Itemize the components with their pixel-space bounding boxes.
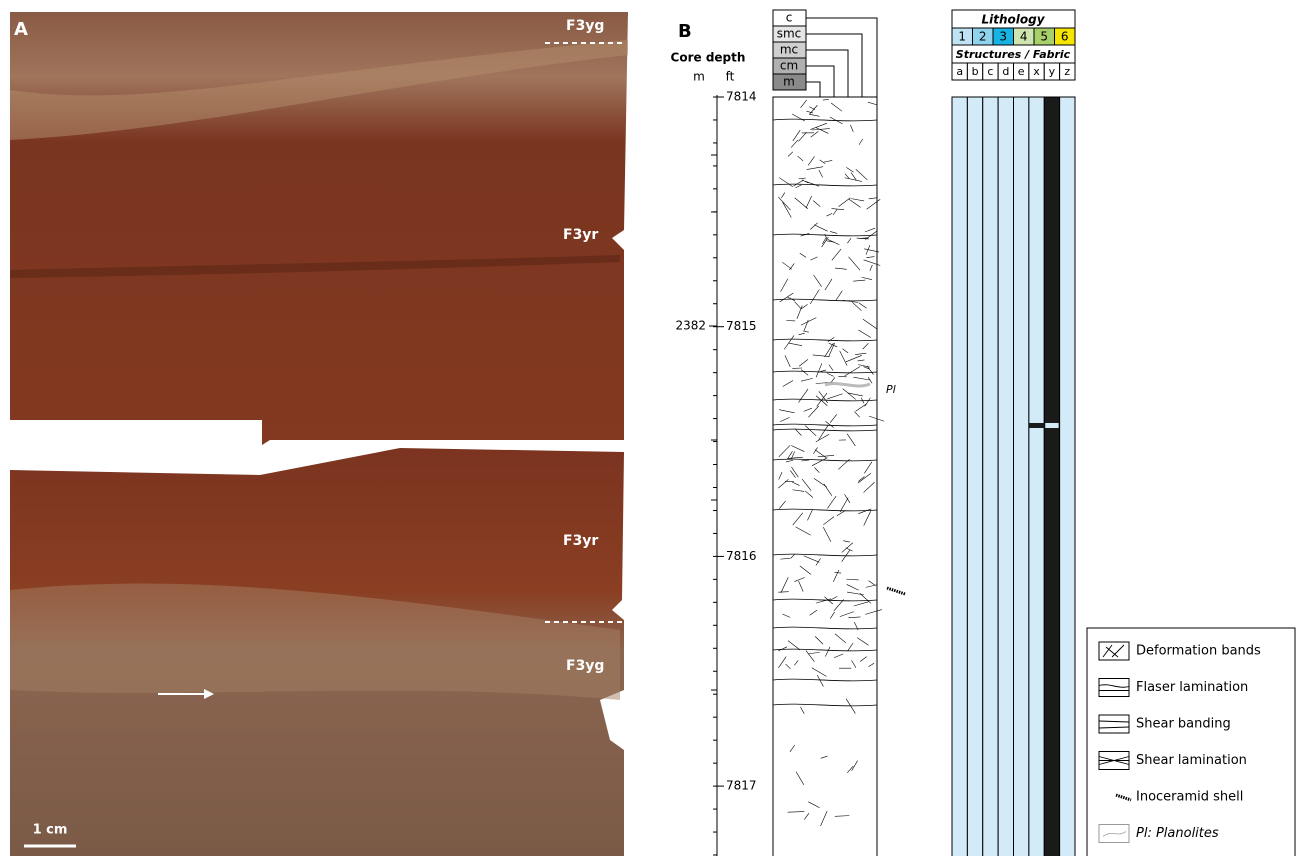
facies-label: F3yg bbox=[566, 18, 604, 34]
legend: Deformation bands Flaser lamination Shear … bbox=[1087, 628, 1295, 856]
struct-col bbox=[1014, 97, 1029, 856]
struct-col-label: a bbox=[956, 65, 963, 78]
lith-class-label: 4 bbox=[1020, 30, 1028, 44]
struct-col bbox=[983, 97, 998, 856]
lith-title: Lithology bbox=[981, 13, 1045, 27]
page: {"panel_a": {"label": "A", "facies_label… bbox=[0, 0, 1296, 856]
facies-label: F3yr bbox=[563, 227, 598, 243]
legend-label: Pl: Planolites bbox=[1136, 826, 1219, 841]
inoceramid-symbol bbox=[887, 588, 905, 594]
legend-swatch bbox=[1099, 642, 1129, 660]
struct-col bbox=[998, 97, 1013, 856]
legend-label: Shear banding bbox=[1136, 717, 1231, 732]
ft-tick-label: 7815 bbox=[726, 319, 757, 333]
depth-unit: ft bbox=[726, 70, 735, 84]
legend-label: Shear lamination bbox=[1136, 753, 1247, 768]
struct-col-label: d bbox=[1002, 65, 1009, 78]
core-log bbox=[773, 97, 877, 856]
depth-unit: m bbox=[693, 70, 705, 84]
depth-title: Core depth bbox=[671, 51, 746, 65]
lith-class-label: 1 bbox=[958, 30, 966, 44]
m-tick-label: 2382 bbox=[675, 319, 706, 333]
grain-guide bbox=[806, 18, 877, 97]
lith-class-label: 2 bbox=[979, 30, 987, 44]
struct-col-label: z bbox=[1064, 65, 1070, 78]
depth-ruler: 7814 7815 7816 7817 2382 bbox=[675, 90, 756, 856]
lith-class-label: 3 bbox=[999, 30, 1007, 44]
struct-col bbox=[1060, 97, 1075, 856]
facies-label: F3yr bbox=[563, 533, 598, 549]
legend-label: Inoceramid shell bbox=[1136, 790, 1243, 805]
figure: A F3yg F3yr F3yr F3yg 1 cm B Core depth … bbox=[0, 0, 1296, 856]
x-mark bbox=[1029, 423, 1044, 428]
struct-title: Structures / Fabric bbox=[956, 48, 1071, 61]
trace-label: Pl bbox=[886, 383, 896, 396]
panel-label: B bbox=[678, 21, 692, 42]
ft-tick-label: 7817 bbox=[726, 779, 757, 793]
ft-tick-label: 7814 bbox=[726, 90, 757, 104]
grain-size-header: c smc mc cm m bbox=[773, 10, 877, 97]
grain-label: smc bbox=[777, 27, 802, 41]
legend-label: Deformation bands bbox=[1136, 644, 1261, 659]
lith-class-label: 6 bbox=[1061, 30, 1069, 44]
grain-guide bbox=[806, 82, 820, 97]
struct-col bbox=[1029, 97, 1044, 856]
struct-col bbox=[967, 97, 982, 856]
grain-label: cm bbox=[780, 59, 798, 73]
grain-label: m bbox=[783, 75, 795, 89]
y-gap bbox=[1045, 423, 1058, 428]
struct-col bbox=[1044, 97, 1059, 856]
lith-class-label: 5 bbox=[1040, 30, 1048, 44]
struct-col-label: c bbox=[987, 65, 993, 78]
grain-label: c bbox=[786, 11, 793, 25]
legend-box bbox=[1087, 628, 1295, 856]
grain-guide bbox=[806, 50, 848, 97]
legend-label: Flaser lamination bbox=[1136, 680, 1248, 695]
struct-col-label: e bbox=[1018, 65, 1025, 78]
struct-col-label: b bbox=[972, 65, 979, 78]
legend-swatch bbox=[1099, 715, 1129, 733]
facies-label: F3yg bbox=[566, 658, 604, 674]
struct-col-label: x bbox=[1033, 65, 1040, 78]
ft-tick-label: 7816 bbox=[726, 549, 757, 563]
scale-label: 1 cm bbox=[33, 823, 68, 838]
grain-label: mc bbox=[780, 43, 798, 57]
struct-col bbox=[952, 97, 967, 856]
panel-label: A bbox=[14, 19, 28, 40]
struct-col-label: y bbox=[1049, 65, 1056, 78]
